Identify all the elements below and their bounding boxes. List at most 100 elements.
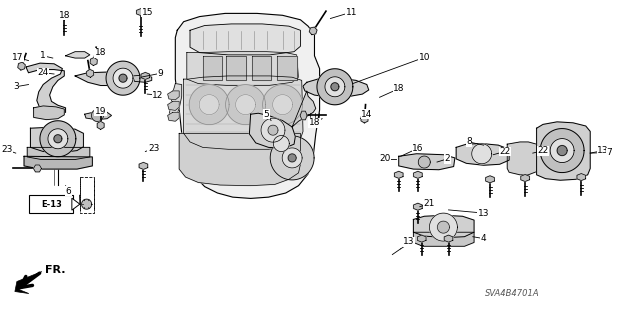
Polygon shape [90, 57, 97, 65]
Polygon shape [189, 85, 229, 125]
Polygon shape [26, 63, 65, 115]
Polygon shape [75, 72, 139, 85]
Polygon shape [132, 75, 152, 82]
Polygon shape [199, 95, 219, 115]
Polygon shape [141, 72, 150, 79]
Polygon shape [317, 69, 353, 105]
Polygon shape [437, 221, 449, 233]
Polygon shape [273, 136, 289, 152]
Polygon shape [486, 176, 494, 183]
Polygon shape [292, 91, 316, 127]
Polygon shape [300, 111, 307, 120]
Polygon shape [236, 95, 255, 115]
Polygon shape [252, 56, 271, 80]
Text: 21: 21 [424, 199, 435, 208]
Polygon shape [92, 109, 104, 122]
Polygon shape [278, 56, 296, 80]
Text: 18: 18 [58, 11, 70, 20]
Text: 24: 24 [38, 68, 49, 77]
FancyBboxPatch shape [29, 195, 73, 213]
Polygon shape [33, 165, 42, 172]
Polygon shape [60, 12, 68, 19]
Text: 9: 9 [157, 69, 163, 78]
Polygon shape [106, 61, 140, 95]
Polygon shape [577, 174, 586, 181]
Text: 22: 22 [499, 147, 510, 156]
Text: 18: 18 [95, 48, 106, 57]
Polygon shape [288, 154, 296, 162]
Polygon shape [190, 24, 300, 55]
Polygon shape [84, 112, 111, 120]
Polygon shape [40, 121, 76, 157]
Polygon shape [175, 13, 319, 198]
Polygon shape [325, 77, 345, 97]
Polygon shape [31, 128, 83, 152]
Text: 11: 11 [346, 8, 357, 17]
Polygon shape [540, 129, 584, 173]
Polygon shape [28, 147, 90, 160]
Polygon shape [97, 121, 104, 130]
Text: E-13: E-13 [42, 200, 62, 209]
Polygon shape [309, 27, 317, 35]
Polygon shape [187, 52, 298, 85]
Text: 10: 10 [419, 53, 430, 62]
Text: 1: 1 [40, 51, 46, 60]
Polygon shape [203, 56, 222, 80]
Polygon shape [139, 162, 148, 169]
Polygon shape [65, 52, 90, 58]
Polygon shape [261, 118, 285, 142]
Text: 12: 12 [152, 91, 164, 100]
Polygon shape [119, 74, 127, 82]
Polygon shape [34, 106, 64, 120]
Polygon shape [268, 125, 278, 135]
Polygon shape [262, 85, 303, 125]
Polygon shape [557, 145, 567, 156]
Text: 8: 8 [466, 137, 472, 146]
Polygon shape [456, 144, 509, 165]
Polygon shape [168, 101, 179, 110]
Text: 7: 7 [607, 148, 612, 157]
Text: 14: 14 [361, 110, 372, 119]
Polygon shape [303, 78, 369, 97]
Polygon shape [413, 171, 422, 178]
Text: 13: 13 [597, 146, 609, 155]
Polygon shape [536, 122, 590, 180]
Polygon shape [168, 112, 179, 121]
Polygon shape [394, 171, 403, 178]
Polygon shape [399, 154, 455, 170]
Polygon shape [227, 56, 246, 80]
Text: FR.: FR. [45, 264, 65, 275]
Polygon shape [419, 156, 430, 168]
Text: SVA4B4701A: SVA4B4701A [485, 289, 540, 298]
Text: 23: 23 [148, 144, 159, 153]
Text: 2: 2 [444, 154, 450, 163]
Polygon shape [184, 76, 303, 149]
Text: 4: 4 [481, 234, 486, 243]
Polygon shape [18, 62, 26, 70]
Text: 18: 18 [393, 84, 404, 93]
Polygon shape [361, 115, 368, 123]
Polygon shape [226, 85, 266, 125]
Polygon shape [54, 135, 62, 143]
Polygon shape [444, 235, 453, 242]
Text: 5: 5 [264, 110, 269, 119]
Text: 3: 3 [13, 82, 19, 91]
Text: 22: 22 [538, 146, 548, 155]
Text: 17: 17 [12, 53, 24, 62]
Polygon shape [273, 95, 292, 115]
Polygon shape [282, 148, 302, 168]
Text: 13: 13 [403, 237, 415, 246]
Polygon shape [168, 91, 179, 100]
Text: 13: 13 [478, 209, 490, 218]
Polygon shape [331, 83, 339, 91]
Text: 20: 20 [379, 154, 390, 163]
Polygon shape [413, 232, 474, 246]
Polygon shape [550, 138, 574, 163]
Polygon shape [270, 136, 314, 180]
Text: 6: 6 [66, 187, 72, 196]
Polygon shape [472, 144, 492, 164]
Polygon shape [179, 133, 300, 186]
Polygon shape [508, 142, 536, 175]
Polygon shape [48, 129, 68, 149]
Polygon shape [24, 156, 92, 169]
